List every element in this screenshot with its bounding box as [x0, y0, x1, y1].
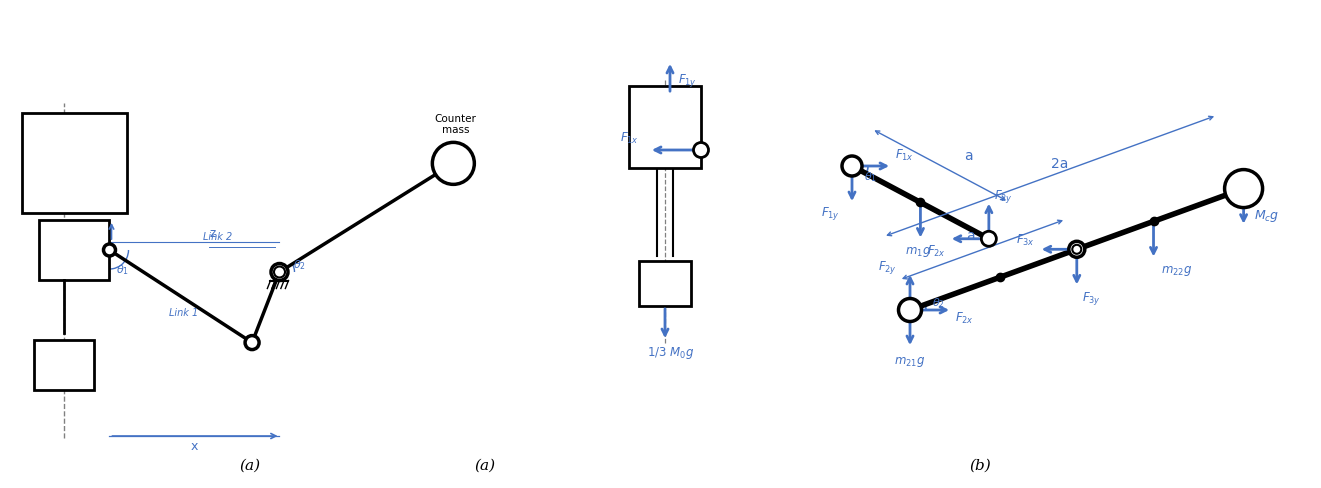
Text: $F_{1x}$: $F_{1x}$: [620, 131, 639, 146]
Circle shape: [841, 156, 863, 176]
Text: $F_{3x}$: $F_{3x}$: [1016, 233, 1034, 248]
Circle shape: [432, 142, 474, 184]
Text: Link 1: Link 1: [169, 308, 198, 318]
Text: $\theta_2$: $\theta_2$: [933, 296, 945, 310]
Circle shape: [982, 231, 996, 246]
Text: $F_{2y}$: $F_{2y}$: [993, 188, 1013, 205]
Circle shape: [898, 299, 922, 322]
Text: a: a: [964, 149, 972, 163]
Text: Link 2: Link 2: [203, 232, 232, 242]
Bar: [34, 340, 94, 390]
Text: $F_{1y}$: $F_{1y}$: [678, 72, 697, 89]
Text: $\theta_1$: $\theta_1$: [116, 263, 129, 277]
Text: $m_{21}g$: $m_{21}g$: [894, 355, 926, 369]
Text: Counter
mass: Counter mass: [435, 114, 477, 135]
Text: (b): (b): [970, 459, 991, 473]
Text: $F_{1x}$: $F_{1x}$: [896, 148, 914, 163]
Text: $\theta_2$: $\theta_2$: [293, 258, 306, 272]
Text: a: a: [966, 228, 975, 243]
Bar: [639, 261, 691, 306]
Text: 2a: 2a: [1052, 157, 1069, 171]
Text: $F_{2y}$: $F_{2y}$: [878, 259, 897, 276]
Text: z: z: [210, 227, 215, 240]
Circle shape: [246, 336, 259, 349]
Text: $1/3\ M_0g$: $1/3\ M_0g$: [647, 345, 695, 361]
Text: x: x: [190, 440, 198, 453]
Text: (a): (a): [474, 459, 495, 473]
Circle shape: [694, 142, 708, 158]
Text: $F_{1y}$: $F_{1y}$: [822, 205, 840, 222]
Bar: [40, 220, 110, 280]
Circle shape: [1069, 241, 1085, 257]
Circle shape: [273, 266, 285, 278]
Bar: [22, 113, 127, 213]
Text: (a): (a): [239, 459, 260, 473]
Text: $M_cg$: $M_cg$: [1254, 207, 1279, 224]
Circle shape: [1073, 245, 1082, 254]
Circle shape: [271, 264, 288, 281]
Text: $m_1g$: $m_1g$: [905, 245, 931, 260]
Text: $F_{3y}$: $F_{3y}$: [1082, 290, 1100, 307]
Text: $F_{2x}$: $F_{2x}$: [927, 244, 946, 259]
Circle shape: [103, 244, 115, 256]
Text: $\theta_1$: $\theta_1$: [864, 170, 877, 184]
Bar: [629, 86, 701, 168]
Circle shape: [1225, 170, 1263, 207]
Text: $F_{2x}$: $F_{2x}$: [955, 311, 974, 326]
Text: $m_{22}g$: $m_{22}g$: [1161, 264, 1192, 278]
